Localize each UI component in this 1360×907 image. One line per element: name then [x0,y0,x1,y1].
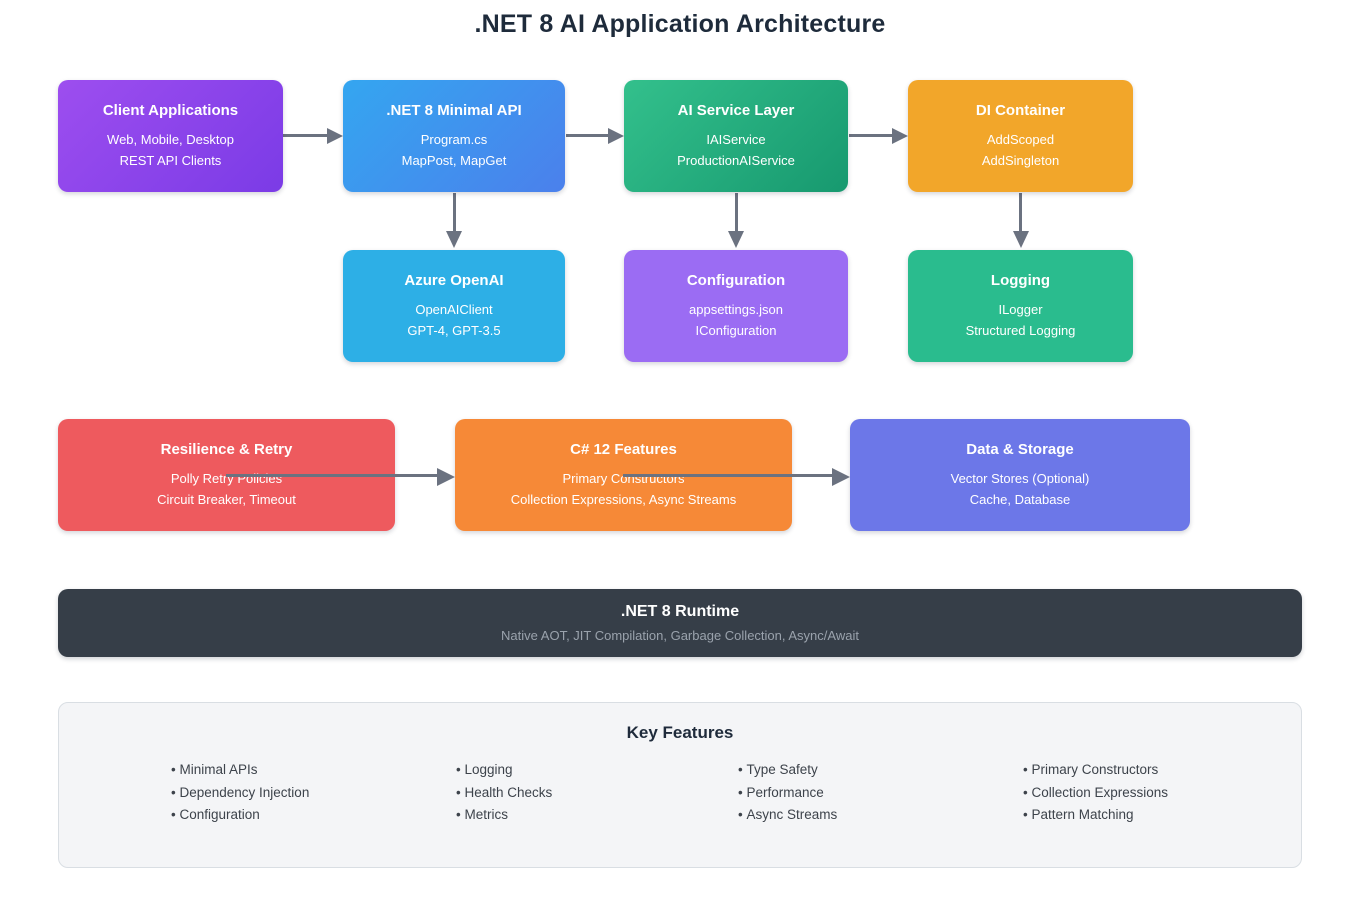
runtime-title: .NET 8 Runtime [620,603,740,620]
node-subtitle: Structured Logging [965,323,1076,338]
feature-item: Performance [738,782,837,805]
node-subtitle: appsettings.json [689,302,783,317]
node-minimal-api: .NET 8 Minimal API Program.cs MapPost, M… [343,80,565,192]
key-features-column: Logging Health Checks Metrics [456,759,552,827]
node-data-storage: Data & Storage Vector Stores (Optional) … [850,419,1190,531]
runtime-subtitle: Native AOT, JIT Compilation, Garbage Col… [501,628,859,643]
node-ai-service-layer: AI Service Layer IAIService ProductionAI… [624,80,848,192]
node-subtitle: MapPost, MapGet [401,153,507,168]
key-features-column: Type Safety Performance Async Streams [738,759,837,827]
node-subtitle: Collection Expressions, Async Streams [510,492,737,507]
node-subtitle: AddScoped [986,132,1055,147]
node-title: Resilience & Retry [160,441,293,458]
feature-item: Metrics [456,804,552,827]
node-subtitle: Cache, Database [969,492,1071,507]
key-features-column: Primary Constructors Collection Expressi… [1023,759,1168,827]
node-subtitle: REST API Clients [119,153,222,168]
node-subtitle: IAIService [706,132,766,147]
node-title: .NET 8 Minimal API [386,102,522,119]
node-subtitle: Program.cs [420,132,488,147]
feature-item: Type Safety [738,759,837,782]
node-title: DI Container [975,102,1066,119]
node-title: AI Service Layer [677,102,795,119]
node-di-container: DI Container AddScoped AddSingleton [908,80,1133,192]
key-features-panel: Key Features Minimal APIs Dependency Inj… [58,702,1302,868]
node-subtitle: OpenAIClient [415,302,493,317]
feature-item: Logging [456,759,552,782]
feature-item: Pattern Matching [1023,804,1168,827]
node-subtitle: Polly Retry Policies [170,471,283,486]
runtime-bar: .NET 8 Runtime Native AOT, JIT Compilati… [58,589,1302,657]
node-title: Data & Storage [966,441,1074,458]
page-title: .NET 8 AI Application Architecture [474,10,886,38]
node-configuration: Configuration appsettings.json IConfigur… [624,250,848,362]
node-subtitle: GPT-4, GPT-3.5 [407,323,501,338]
node-subtitle: ProductionAIService [677,153,795,168]
node-subtitle: AddSingleton [981,153,1060,168]
feature-item: Primary Constructors [1023,759,1168,782]
node-logging: Logging ILogger Structured Logging [908,250,1133,362]
node-subtitle: IConfiguration [695,323,777,338]
node-title: Configuration [686,272,786,289]
feature-item: Configuration [171,804,309,827]
key-features-title: Key Features [626,723,734,742]
feature-item: Collection Expressions [1023,782,1168,805]
feature-item: Async Streams [738,804,837,827]
node-subtitle: ILogger [998,302,1043,317]
node-subtitle: Primary Constructors [562,471,685,486]
node-title: Client Applications [102,102,239,119]
key-features-column: Minimal APIs Dependency Injection Config… [171,759,309,827]
node-subtitle: Web, Mobile, Desktop [107,132,234,147]
feature-item: Dependency Injection [171,782,309,805]
node-azure-openai: Azure OpenAI OpenAIClient GPT-4, GPT-3.5 [343,250,565,362]
node-client-applications: Client Applications Web, Mobile, Desktop… [58,80,283,192]
node-title: Azure OpenAI [404,272,504,289]
node-title: C# 12 Features [570,441,677,458]
node-subtitle: Circuit Breaker, Timeout [157,492,296,507]
node-title: Logging [990,272,1051,289]
feature-item: Health Checks [456,782,552,805]
node-subtitle: Vector Stores (Optional) [950,471,1090,486]
feature-item: Minimal APIs [171,759,309,782]
